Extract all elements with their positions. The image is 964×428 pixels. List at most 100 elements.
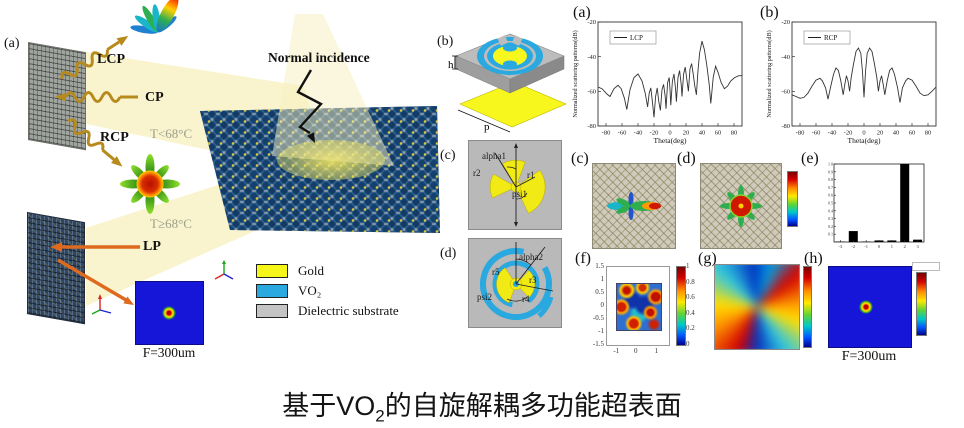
svg-text:-80: -80 (796, 130, 805, 137)
svg-text:0.7: 0.7 (828, 185, 833, 190)
svg-text:-20: -20 (650, 130, 659, 137)
caption-text: 的自旋解耦多功能超表面 (384, 391, 682, 421)
f-colorbar-tick: 0.2 (686, 324, 695, 333)
vo2-swatch (256, 284, 288, 298)
plot-b-label: (b) (760, 4, 779, 21)
svg-text:-40: -40 (828, 130, 837, 137)
svg-text:-80: -80 (781, 123, 790, 130)
f-colorbar-tick: 1 (686, 262, 690, 270)
svg-text:0.3: 0.3 (828, 216, 833, 221)
svg-text:Theta(deg): Theta(deg) (848, 136, 881, 145)
f-ytick: -1 (598, 327, 604, 335)
svg-text:2: 2 (904, 244, 906, 249)
legend-label: VO₂ (298, 283, 322, 298)
svg-text:0.5: 0.5 (828, 201, 833, 206)
substrate-swatch (256, 304, 288, 318)
alpha1-annotation: alpha1 (482, 151, 506, 161)
temperature-low-label: T<68°C (150, 126, 193, 141)
unit-cell-3d: h p (448, 33, 567, 133)
svg-text:0.1: 0.1 (828, 232, 833, 237)
svg-text:80: 80 (731, 130, 738, 137)
legend-row-gold: Gold (256, 263, 406, 279)
svg-text:-80: -80 (602, 130, 611, 137)
svg-text:-20: -20 (587, 19, 596, 26)
plot-a-label: (a) (573, 4, 591, 21)
f-ytick: 1 (600, 275, 605, 283)
svg-text:0.2: 0.2 (828, 224, 833, 229)
svg-text:0.9: 0.9 (828, 169, 833, 174)
focal-distance-label-h: F=300um (841, 349, 897, 364)
farfield-map-d (700, 163, 782, 249)
svg-text:0: 0 (668, 130, 671, 137)
phase-swirl (715, 265, 799, 349)
panel-b-label: (b) (437, 34, 454, 49)
f-heatmap (616, 283, 662, 331)
panel-a-label: (a) (4, 36, 20, 51)
f-colorbar-tick: 0.4 (686, 308, 695, 317)
panel-h-label: (h) (804, 250, 823, 267)
svg-text:-40: -40 (634, 130, 643, 137)
lp-label: LP (143, 239, 161, 254)
f-axes-frame (606, 266, 670, 346)
f-ytick: 0 (600, 301, 605, 309)
svg-text:-3: -3 (839, 244, 843, 249)
r1-annotation: r1 (527, 170, 535, 180)
lcp-scattering-plot: -80 -60 -40 -20 0 20 40 60 80 -20 -40 -60 -80 Theta(d… (572, 19, 743, 145)
svg-text:60: 60 (715, 130, 722, 137)
p-dimension-label: p (484, 121, 490, 133)
psi1-annotation: psi1 (512, 189, 528, 199)
lcp-label: LCP (97, 52, 125, 67)
unit-cell-c-topview: alpha1 r2 r1 psi1 (468, 140, 562, 230)
f-xtick: -1 (613, 347, 620, 355)
focal-plane-map-h (828, 266, 912, 348)
r3-annotation: r3 (529, 275, 537, 285)
colorbar-g (803, 266, 812, 348)
cp-label: CP (145, 90, 164, 105)
alpha2-annotation: alpha2 (519, 252, 543, 262)
svg-text:1.0: 1.0 (828, 162, 833, 167)
panel-f-label: (f) (575, 250, 591, 267)
svg-text:0.4: 0.4 (828, 208, 833, 213)
f-colorbar-tick: 0.8 (686, 277, 695, 286)
svg-text:0.6: 0.6 (828, 193, 833, 198)
rcp-scattering-plot: -80 -60 -40 -20 0 20 40 60 80 -20 -40 -60 -80 Theta(d… (766, 19, 937, 145)
caption-text: 基于VO (282, 391, 376, 421)
focal-distance-label-left: F=300um (142, 345, 196, 360)
svg-text:80: 80 (925, 130, 932, 137)
colorbar-h-title-box (912, 262, 940, 271)
svg-text:0.8: 0.8 (828, 177, 833, 182)
r4-annotation: r4 (522, 294, 530, 304)
panel-d-label: (d) (440, 246, 457, 261)
panel-c2-label: (c) (571, 150, 589, 167)
panel-g-label: (g) (698, 250, 717, 267)
unit-cell-d-topview: alpha2 r5 r3 psi2 r4 (468, 238, 562, 328)
focal-spot-h (859, 300, 873, 314)
f-xtick: 1 (654, 347, 659, 355)
svg-text:20: 20 (877, 130, 884, 137)
phase-map-g (714, 264, 800, 350)
f-colorbar-tick: 0.6 (686, 293, 695, 302)
material-legend: Gold VO₂ Dielectric substrate (256, 263, 406, 323)
colorbar-f (676, 266, 686, 346)
focal-spot (162, 306, 176, 320)
legend-label: Gold (298, 263, 324, 278)
svg-text:40: 40 (893, 130, 900, 137)
legend-label: Dielectric substrate (298, 303, 399, 318)
svg-text:-60: -60 (781, 89, 790, 96)
svg-text:-2: -2 (851, 244, 855, 249)
svg-text:-20: -20 (781, 19, 790, 26)
svg-text:-1: -1 (864, 244, 868, 249)
h-dimension-label: h (448, 59, 454, 71)
gold-swatch (256, 264, 288, 278)
svg-text:20: 20 (683, 130, 690, 137)
colorbar-h (916, 272, 927, 336)
svg-text:-60: -60 (587, 89, 596, 96)
rcp-label: RCP (100, 130, 129, 145)
svg-text:LCP: LCP (630, 34, 643, 42)
legend-row-substrate: Dielectric substrate (256, 303, 406, 319)
f-ytick: -0.5 (592, 314, 604, 322)
f-ytick: 0.5 (595, 288, 604, 296)
svg-text:-20: -20 (844, 130, 853, 137)
svg-text:Normalized scattering patterns: Normalized scattering patterns(dB) (766, 30, 773, 117)
r2-annotation: r2 (473, 168, 481, 178)
